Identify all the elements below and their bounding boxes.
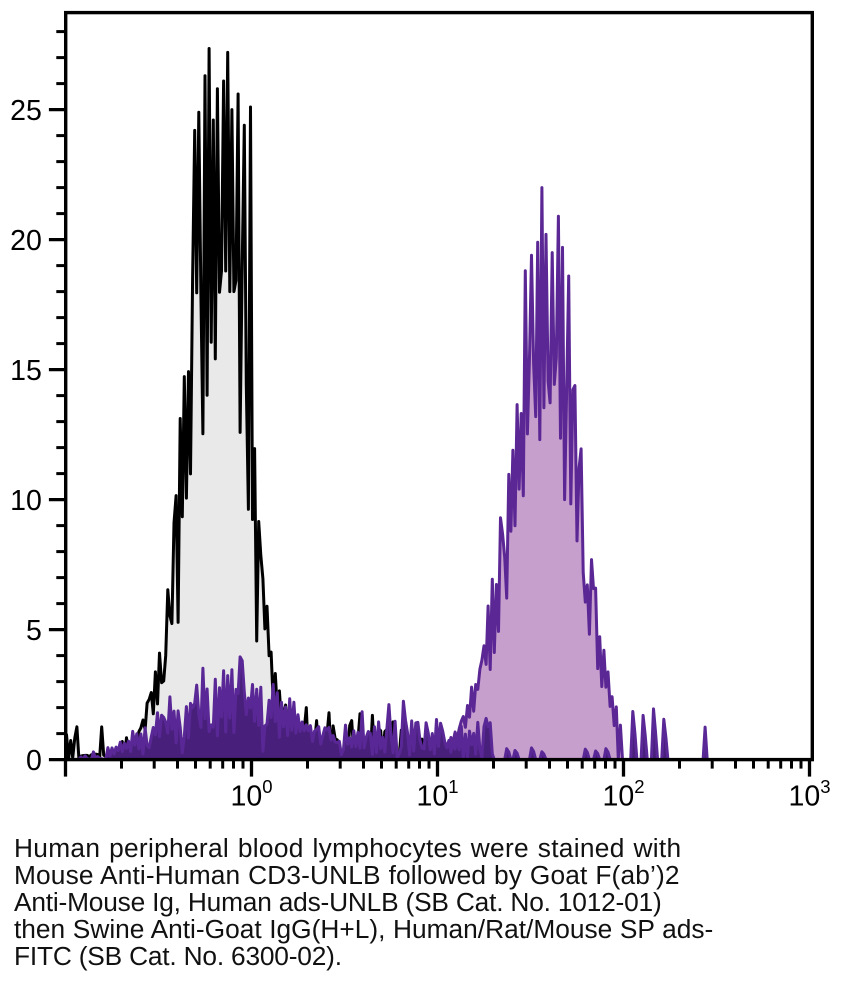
svg-text:5: 5 — [26, 615, 42, 647]
svg-text:15: 15 — [10, 355, 42, 387]
svg-text:25: 25 — [10, 95, 42, 127]
svg-text:10: 10 — [10, 485, 42, 517]
svg-text:101: 101 — [417, 776, 459, 813]
svg-text:20: 20 — [10, 225, 42, 257]
svg-text:0: 0 — [26, 745, 42, 777]
